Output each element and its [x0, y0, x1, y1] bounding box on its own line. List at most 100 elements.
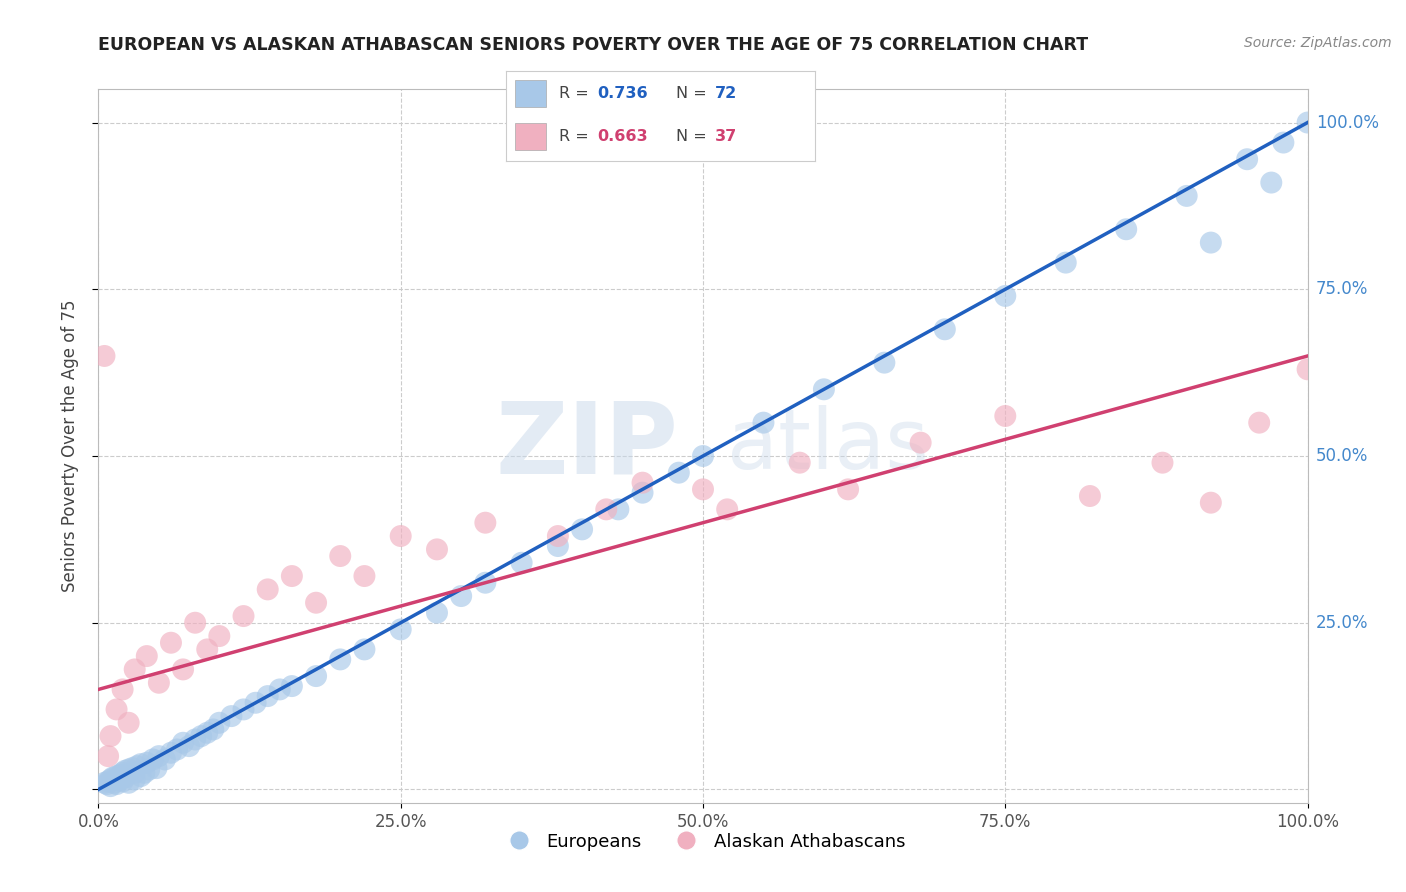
Point [111, 774, 134, 789]
Point [716, 502, 738, 516]
Point [114, 764, 136, 778]
Point [1199, 496, 1222, 510]
Point [269, 682, 291, 697]
Point [121, 761, 143, 775]
Point [692, 449, 714, 463]
Point [607, 502, 630, 516]
Point [305, 596, 328, 610]
Point [1199, 235, 1222, 250]
Point [134, 765, 156, 780]
Point [837, 483, 859, 497]
Point [474, 575, 496, 590]
Point [138, 763, 160, 777]
Point [221, 709, 243, 723]
Point [153, 752, 176, 766]
Point [426, 542, 449, 557]
Point [172, 736, 194, 750]
Point [135, 649, 157, 664]
Bar [516, 80, 547, 107]
Text: 75.0%: 75.0% [1316, 280, 1368, 298]
Text: 0.736: 0.736 [598, 87, 648, 101]
Point [93, 349, 115, 363]
Point [202, 723, 225, 737]
Text: atlas: atlas [727, 406, 929, 486]
Point [329, 652, 352, 666]
Point [93, 776, 115, 790]
Point [184, 615, 207, 630]
Point [124, 772, 146, 787]
Point [281, 679, 304, 693]
Point [389, 529, 412, 543]
Text: Source: ZipAtlas.com: Source: ZipAtlas.com [1244, 36, 1392, 50]
Text: EUROPEAN VS ALASKAN ATHABASCAN SENIORS POVERTY OVER THE AGE OF 75 CORRELATION CH: EUROPEAN VS ALASKAN ATHABASCAN SENIORS P… [98, 36, 1088, 54]
Point [1175, 189, 1198, 203]
Point [148, 675, 170, 690]
Point [108, 768, 131, 782]
Point [97, 774, 120, 789]
Point [547, 529, 569, 543]
Point [195, 725, 218, 739]
Point [1078, 489, 1101, 503]
Point [166, 742, 188, 756]
Point [232, 702, 254, 716]
Point [195, 642, 218, 657]
Point [994, 289, 1017, 303]
Point [994, 409, 1017, 423]
Point [160, 746, 183, 760]
Point [631, 475, 654, 490]
Point [389, 623, 412, 637]
Point [353, 569, 375, 583]
Y-axis label: Seniors Poverty Over the Age of 75: Seniors Poverty Over the Age of 75 [60, 300, 79, 592]
Bar [516, 123, 547, 150]
Point [101, 771, 124, 785]
Point [105, 777, 128, 791]
Point [111, 765, 134, 780]
Point [160, 636, 183, 650]
Point [103, 776, 125, 790]
Point [232, 609, 254, 624]
Point [118, 763, 141, 777]
Text: 25.0%: 25.0% [1316, 614, 1368, 632]
Point [124, 662, 146, 676]
Text: 0.663: 0.663 [598, 129, 648, 144]
Point [256, 689, 278, 703]
Point [114, 771, 136, 785]
Point [1260, 176, 1282, 190]
Point [426, 606, 449, 620]
Point [129, 769, 152, 783]
Text: R =: R = [558, 129, 593, 144]
Point [124, 765, 146, 780]
Point [256, 582, 278, 597]
Point [305, 669, 328, 683]
Point [547, 539, 569, 553]
Point [510, 556, 533, 570]
Point [118, 776, 141, 790]
Point [108, 772, 131, 787]
Point [353, 642, 375, 657]
Point [631, 485, 654, 500]
Text: 100.0%: 100.0% [1316, 113, 1379, 131]
Point [105, 702, 128, 716]
Text: N =: N = [676, 129, 713, 144]
Text: R =: R = [558, 87, 593, 101]
Point [789, 456, 811, 470]
Point [100, 772, 122, 787]
Point [873, 356, 896, 370]
Point [97, 749, 120, 764]
Point [474, 516, 496, 530]
Point [329, 549, 352, 563]
Point [96, 777, 118, 791]
Legend: Europeans, Alaskan Athabascans: Europeans, Alaskan Athabascans [494, 826, 912, 858]
Point [1296, 115, 1319, 129]
Point [190, 729, 212, 743]
Point [127, 759, 149, 773]
Text: N =: N = [676, 87, 713, 101]
Point [208, 629, 231, 643]
Point [450, 589, 472, 603]
Point [1272, 136, 1295, 150]
Point [571, 522, 593, 536]
Point [100, 729, 122, 743]
Point [595, 502, 617, 516]
Point [1152, 456, 1174, 470]
Point [245, 696, 267, 710]
